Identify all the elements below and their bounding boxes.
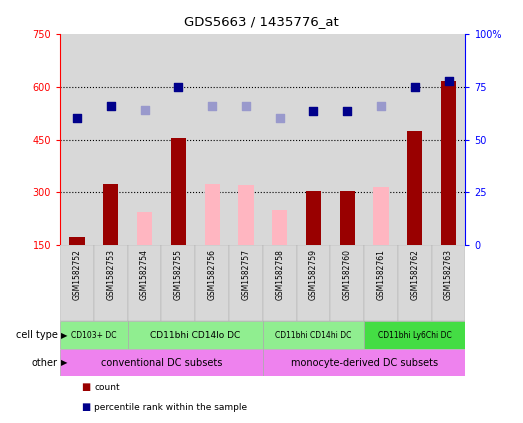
- Bar: [331, 34, 364, 245]
- FancyBboxPatch shape: [128, 321, 263, 349]
- Text: monocyte-derived DC subsets: monocyte-derived DC subsets: [291, 358, 438, 368]
- Bar: [297, 34, 331, 245]
- Text: GSM1582756: GSM1582756: [208, 249, 217, 300]
- Bar: [339, 191, 355, 245]
- Bar: [238, 185, 254, 245]
- Text: CD11bhi CD14lo DC: CD11bhi CD14lo DC: [150, 331, 241, 340]
- Bar: [171, 138, 186, 245]
- Point: [445, 78, 453, 85]
- Text: GSM1582752: GSM1582752: [73, 249, 82, 300]
- Point: [242, 103, 250, 110]
- FancyBboxPatch shape: [364, 245, 398, 321]
- Bar: [70, 236, 85, 245]
- Point: [343, 108, 351, 115]
- Bar: [306, 191, 321, 245]
- FancyBboxPatch shape: [331, 245, 364, 321]
- Text: GSM1582759: GSM1582759: [309, 249, 318, 300]
- Text: GSM1582762: GSM1582762: [411, 249, 419, 300]
- Bar: [128, 34, 162, 245]
- Text: GSM1582761: GSM1582761: [377, 249, 385, 300]
- Text: CD11bhi CD14hi DC: CD11bhi CD14hi DC: [275, 331, 351, 340]
- Bar: [272, 210, 287, 245]
- Bar: [137, 212, 152, 245]
- Text: GSM1582757: GSM1582757: [242, 249, 251, 300]
- Bar: [94, 34, 128, 245]
- FancyBboxPatch shape: [364, 321, 465, 349]
- Point: [174, 83, 183, 90]
- FancyBboxPatch shape: [297, 245, 331, 321]
- FancyBboxPatch shape: [263, 321, 364, 349]
- Point: [208, 103, 217, 110]
- Text: ▶: ▶: [61, 358, 67, 367]
- Point: [411, 83, 419, 90]
- Bar: [407, 131, 423, 245]
- Point: [309, 108, 317, 115]
- Text: other: other: [31, 358, 58, 368]
- Point: [276, 115, 284, 122]
- Text: ■: ■: [81, 402, 90, 412]
- Bar: [60, 34, 94, 245]
- Text: GSM1582763: GSM1582763: [444, 249, 453, 300]
- FancyBboxPatch shape: [60, 349, 263, 376]
- FancyBboxPatch shape: [431, 245, 465, 321]
- FancyBboxPatch shape: [195, 245, 229, 321]
- FancyBboxPatch shape: [60, 245, 94, 321]
- Point: [73, 115, 81, 122]
- Text: GSM1582753: GSM1582753: [106, 249, 115, 300]
- FancyBboxPatch shape: [263, 349, 465, 376]
- Bar: [204, 184, 220, 245]
- Bar: [162, 34, 195, 245]
- FancyBboxPatch shape: [398, 245, 431, 321]
- Text: GSM1582758: GSM1582758: [275, 249, 284, 300]
- Bar: [398, 34, 431, 245]
- Text: percentile rank within the sample: percentile rank within the sample: [94, 403, 247, 412]
- Point: [377, 103, 385, 110]
- FancyBboxPatch shape: [263, 245, 297, 321]
- Text: ▶: ▶: [61, 331, 67, 340]
- Text: GDS5663 / 1435776_at: GDS5663 / 1435776_at: [184, 15, 339, 28]
- Bar: [195, 34, 229, 245]
- Bar: [373, 187, 389, 245]
- Text: cell type: cell type: [16, 330, 58, 340]
- FancyBboxPatch shape: [94, 245, 128, 321]
- Text: CD103+ DC: CD103+ DC: [71, 331, 117, 340]
- Text: CD11bhi Ly6Chi DC: CD11bhi Ly6Chi DC: [378, 331, 452, 340]
- Bar: [431, 34, 465, 245]
- Point: [140, 106, 149, 113]
- Bar: [441, 81, 456, 245]
- FancyBboxPatch shape: [128, 245, 162, 321]
- Bar: [263, 34, 297, 245]
- FancyBboxPatch shape: [162, 245, 195, 321]
- Bar: [103, 184, 118, 245]
- Text: conventional DC subsets: conventional DC subsets: [101, 358, 222, 368]
- Point: [107, 103, 115, 110]
- Text: count: count: [94, 382, 120, 392]
- Bar: [229, 34, 263, 245]
- FancyBboxPatch shape: [60, 321, 128, 349]
- Text: GSM1582755: GSM1582755: [174, 249, 183, 300]
- Text: ■: ■: [81, 382, 90, 392]
- Text: GSM1582760: GSM1582760: [343, 249, 352, 300]
- FancyBboxPatch shape: [229, 245, 263, 321]
- Bar: [364, 34, 398, 245]
- Text: GSM1582754: GSM1582754: [140, 249, 149, 300]
